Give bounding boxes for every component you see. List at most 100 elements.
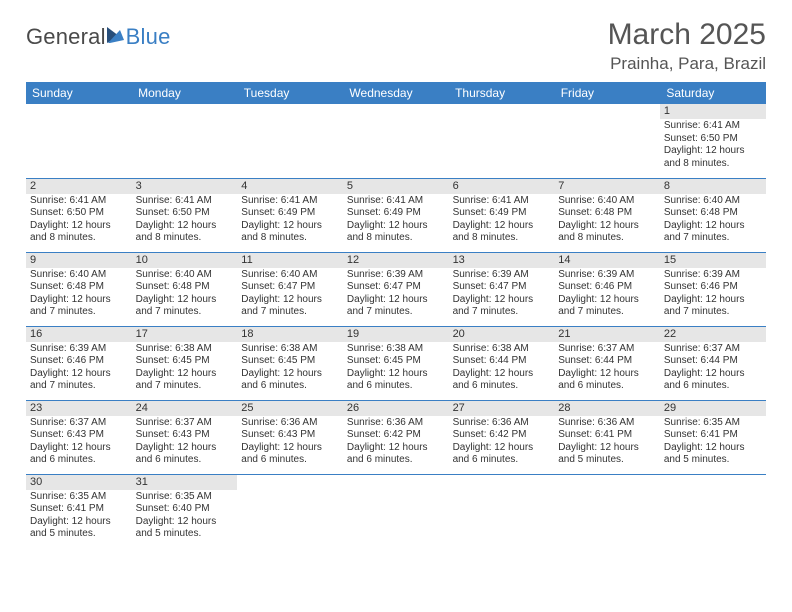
day-body: Sunrise: 6:40 AMSunset: 6:48 PMDaylight:…: [26, 268, 132, 321]
day-body: Sunrise: 6:37 AMSunset: 6:43 PMDaylight:…: [26, 416, 132, 469]
day-line: Sunrise: 6:38 AM: [136, 343, 234, 356]
day-line: Sunrise: 6:36 AM: [453, 417, 551, 430]
day-line: Daylight: 12 hours: [136, 294, 234, 307]
day-line: Sunrise: 6:35 AM: [136, 491, 234, 504]
day-line: Daylight: 12 hours: [136, 368, 234, 381]
day-line: Sunrise: 6:40 AM: [30, 269, 128, 282]
day-line: Daylight: 12 hours: [30, 516, 128, 529]
calendar-cell: 1Sunrise: 6:41 AMSunset: 6:50 PMDaylight…: [660, 104, 766, 178]
day-number: 13: [449, 253, 555, 268]
day-number: 27: [449, 401, 555, 416]
day-body: Sunrise: 6:40 AMSunset: 6:48 PMDaylight:…: [554, 194, 660, 247]
day-body: Sunrise: 6:37 AMSunset: 6:44 PMDaylight:…: [554, 342, 660, 395]
day-line: Sunset: 6:44 PM: [558, 355, 656, 368]
day-line: Daylight: 12 hours: [30, 368, 128, 381]
day-number: 19: [343, 327, 449, 342]
brand-name-b: Blue: [126, 24, 171, 49]
day-line: and 5 minutes.: [558, 454, 656, 467]
calendar-cell: 11Sunrise: 6:40 AMSunset: 6:47 PMDayligh…: [237, 252, 343, 326]
day-line: and 7 minutes.: [664, 306, 762, 319]
calendar-cell: [554, 104, 660, 178]
day-line: Sunset: 6:50 PM: [30, 207, 128, 220]
day-body: [554, 106, 660, 109]
day-line: and 8 minutes.: [347, 232, 445, 245]
day-number: 25: [237, 401, 343, 416]
day-line: Daylight: 12 hours: [241, 442, 339, 455]
day-line: Sunrise: 6:41 AM: [347, 195, 445, 208]
month-title: March 2025: [608, 18, 766, 52]
day-line: Daylight: 12 hours: [136, 220, 234, 233]
day-body: [237, 477, 343, 480]
weekday-header: Monday: [132, 82, 238, 104]
day-line: and 6 minutes.: [347, 454, 445, 467]
calendar-cell: 13Sunrise: 6:39 AMSunset: 6:47 PMDayligh…: [449, 252, 555, 326]
header: GeneralBlue March 2025 Prainha, Para, Br…: [26, 18, 766, 74]
day-line: Sunrise: 6:41 AM: [30, 195, 128, 208]
calendar-cell: 15Sunrise: 6:39 AMSunset: 6:46 PMDayligh…: [660, 252, 766, 326]
calendar-cell: 28Sunrise: 6:36 AMSunset: 6:41 PMDayligh…: [554, 400, 660, 474]
day-line: Daylight: 12 hours: [453, 368, 551, 381]
day-line: and 7 minutes.: [347, 306, 445, 319]
day-line: Sunset: 6:44 PM: [664, 355, 762, 368]
calendar-cell: [449, 474, 555, 548]
day-body: Sunrise: 6:35 AMSunset: 6:41 PMDaylight:…: [26, 490, 132, 543]
day-body: [660, 477, 766, 480]
day-number: 29: [660, 401, 766, 416]
day-line: and 5 minutes.: [30, 528, 128, 541]
day-body: Sunrise: 6:41 AMSunset: 6:50 PMDaylight:…: [660, 119, 766, 172]
day-line: Sunset: 6:49 PM: [241, 207, 339, 220]
day-line: Daylight: 12 hours: [664, 220, 762, 233]
calendar-cell: [26, 104, 132, 178]
calendar-cell: 22Sunrise: 6:37 AMSunset: 6:44 PMDayligh…: [660, 326, 766, 400]
day-line: Sunrise: 6:40 AM: [664, 195, 762, 208]
day-line: and 7 minutes.: [30, 306, 128, 319]
day-line: Daylight: 12 hours: [558, 294, 656, 307]
day-line: and 6 minutes.: [664, 380, 762, 393]
calendar-cell: 27Sunrise: 6:36 AMSunset: 6:42 PMDayligh…: [449, 400, 555, 474]
calendar-cell: 30Sunrise: 6:35 AMSunset: 6:41 PMDayligh…: [26, 474, 132, 548]
day-line: Sunset: 6:43 PM: [136, 429, 234, 442]
calendar-table: Sunday Monday Tuesday Wednesday Thursday…: [26, 82, 766, 548]
calendar-cell: 26Sunrise: 6:36 AMSunset: 6:42 PMDayligh…: [343, 400, 449, 474]
day-number: 4: [237, 179, 343, 194]
day-line: Sunrise: 6:37 AM: [558, 343, 656, 356]
day-body: Sunrise: 6:38 AMSunset: 6:45 PMDaylight:…: [343, 342, 449, 395]
calendar-cell: 16Sunrise: 6:39 AMSunset: 6:46 PMDayligh…: [26, 326, 132, 400]
day-line: Sunrise: 6:37 AM: [664, 343, 762, 356]
day-line: Sunset: 6:41 PM: [30, 503, 128, 516]
day-body: Sunrise: 6:41 AMSunset: 6:49 PMDaylight:…: [343, 194, 449, 247]
day-line: Sunset: 6:41 PM: [664, 429, 762, 442]
calendar-week-row: 23Sunrise: 6:37 AMSunset: 6:43 PMDayligh…: [26, 400, 766, 474]
day-line: Daylight: 12 hours: [347, 294, 445, 307]
calendar-cell: 18Sunrise: 6:38 AMSunset: 6:45 PMDayligh…: [237, 326, 343, 400]
day-number: 24: [132, 401, 238, 416]
day-number: 20: [449, 327, 555, 342]
day-number: 2: [26, 179, 132, 194]
day-line: and 8 minutes.: [241, 232, 339, 245]
day-line: Daylight: 12 hours: [558, 368, 656, 381]
calendar-cell: 17Sunrise: 6:38 AMSunset: 6:45 PMDayligh…: [132, 326, 238, 400]
day-number: 26: [343, 401, 449, 416]
weekday-header: Thursday: [449, 82, 555, 104]
brand-name-a: General: [26, 24, 106, 49]
day-number: 31: [132, 475, 238, 490]
day-line: Sunset: 6:42 PM: [453, 429, 551, 442]
day-number: 7: [554, 179, 660, 194]
calendar-week-row: 9Sunrise: 6:40 AMSunset: 6:48 PMDaylight…: [26, 252, 766, 326]
day-line: Daylight: 12 hours: [664, 442, 762, 455]
day-line: Daylight: 12 hours: [136, 442, 234, 455]
day-number: 21: [554, 327, 660, 342]
day-line: Sunrise: 6:41 AM: [453, 195, 551, 208]
day-line: Daylight: 12 hours: [241, 294, 339, 307]
day-line: Sunrise: 6:35 AM: [30, 491, 128, 504]
day-number: 22: [660, 327, 766, 342]
day-line: Daylight: 12 hours: [30, 294, 128, 307]
calendar-cell: [237, 104, 343, 178]
day-line: and 6 minutes.: [30, 454, 128, 467]
day-line: and 8 minutes.: [30, 232, 128, 245]
calendar-cell: [132, 104, 238, 178]
weekday-header-row: Sunday Monday Tuesday Wednesday Thursday…: [26, 82, 766, 104]
day-line: Daylight: 12 hours: [241, 220, 339, 233]
weekday-header: Tuesday: [237, 82, 343, 104]
day-line: Daylight: 12 hours: [347, 220, 445, 233]
